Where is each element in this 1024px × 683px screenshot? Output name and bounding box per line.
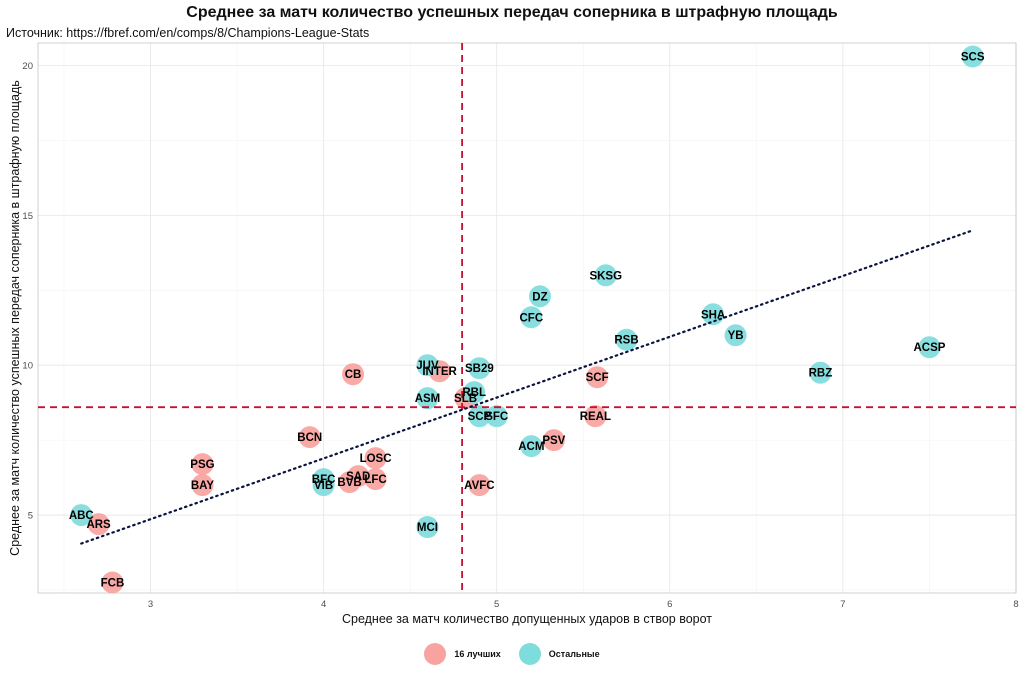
point-label-bcn: BCN xyxy=(297,432,322,444)
point-asm xyxy=(416,387,439,410)
legend-swatch-top16 xyxy=(424,643,447,665)
point-label-inter: INTER xyxy=(422,366,457,378)
point-rbz xyxy=(809,361,832,384)
point-label-bvb: BVB xyxy=(337,477,361,489)
y-tick-label: 15 xyxy=(22,211,33,222)
point-abc xyxy=(70,504,93,527)
y-tick-label: 10 xyxy=(22,361,33,372)
x-tick-label: 3 xyxy=(148,599,153,610)
point-juv xyxy=(416,354,439,377)
trend-line xyxy=(80,229,974,545)
point-acm xyxy=(520,435,543,458)
point-label-abc: ABC xyxy=(69,510,94,522)
point-psg xyxy=(191,453,214,476)
x-tick-label: 7 xyxy=(840,599,845,610)
legend-label-top16: 16 лучших xyxy=(454,649,501,659)
point-label-lfc: LFC xyxy=(364,474,386,486)
data-points xyxy=(70,45,984,594)
legend-item-others: Остальные xyxy=(518,643,600,665)
x-tick-label: 5 xyxy=(494,599,499,610)
legend-item-top16: 16 лучших xyxy=(424,643,501,665)
point-label-bfc: BFC xyxy=(312,474,336,486)
plot-border xyxy=(37,42,1017,594)
point-dz xyxy=(528,285,551,308)
point-label-losc: LOSC xyxy=(360,453,392,465)
y-tick-label: 5 xyxy=(28,511,33,522)
y-axis-label: Среднее за матч количество успешных пере… xyxy=(8,80,22,556)
axis-ticks: 3 4 5 6 7 8 5 10 15 20 xyxy=(22,61,1018,610)
point-label-sha: SHA xyxy=(701,309,725,321)
reference-lines xyxy=(38,43,1016,593)
point-bvb xyxy=(338,471,361,494)
point-label-psg: PSG xyxy=(190,459,214,471)
point-losc xyxy=(364,447,387,470)
point-vib xyxy=(312,474,335,497)
point-label-cb: CB xyxy=(345,369,362,381)
point-label-ars: ARS xyxy=(86,519,111,531)
point-label-dz: DZ xyxy=(532,291,547,303)
point-ars xyxy=(87,513,110,536)
legend: 16 лучших Остальные xyxy=(0,643,1024,665)
point-label-cfc: CFC xyxy=(520,312,544,324)
point-avfc xyxy=(468,474,491,497)
x-tick-label: 4 xyxy=(321,599,326,610)
grid xyxy=(38,43,1017,593)
point-scs xyxy=(961,45,984,68)
point-label-asm: ASM xyxy=(415,393,441,405)
x-axis-label: Среднее за матч количество допущенных уд… xyxy=(341,612,713,626)
point-label-rbl: RBL xyxy=(462,387,486,399)
point-scp xyxy=(468,405,491,428)
point-psv xyxy=(542,429,565,452)
point-label-sfc: SFC xyxy=(485,411,508,423)
point-label-bay: BAY xyxy=(191,480,215,492)
point-label-psv: PSV xyxy=(542,435,565,447)
point-sksg xyxy=(594,264,617,287)
point-sb29 xyxy=(468,357,491,380)
point-label-slb: SLB xyxy=(454,393,477,405)
point-label-fcb: FCB xyxy=(101,578,125,590)
point-bcn xyxy=(298,426,321,449)
point-label-sksg: SKSG xyxy=(589,270,622,282)
point-fcb xyxy=(101,571,124,594)
point-rbl xyxy=(463,381,486,404)
point-cfc xyxy=(520,306,543,329)
point-label-avfc: AVFC xyxy=(464,480,494,492)
point-bay xyxy=(191,474,214,497)
legend-swatch-others xyxy=(518,643,541,665)
point-label-acsp: ACSP xyxy=(913,342,945,354)
point-acsp xyxy=(918,336,941,359)
point-label-vib: VIB xyxy=(314,480,333,492)
point-label-yb: YB xyxy=(728,330,744,342)
point-cb xyxy=(342,363,365,386)
point-label-acm: ACM xyxy=(518,441,544,453)
point-lfc xyxy=(364,468,387,491)
x-tick-label: 8 xyxy=(1013,599,1018,610)
point-real xyxy=(584,405,607,428)
y-tick-label: 20 xyxy=(22,61,33,72)
point-yb xyxy=(724,324,747,347)
point-scf xyxy=(586,366,609,389)
x-tick-label: 6 xyxy=(667,599,672,610)
point-label-mci: MCI xyxy=(417,522,438,534)
point-sfc xyxy=(485,405,508,428)
point-mci xyxy=(416,516,439,539)
point-label-sad: SAD xyxy=(346,471,370,483)
point-label-sb29: SB29 xyxy=(465,363,494,375)
point-label-rbz: RBZ xyxy=(809,368,833,380)
point-label-scf: SCF xyxy=(586,372,609,384)
point-label-scs: SCS xyxy=(961,51,985,63)
point-rsb xyxy=(615,328,638,351)
point-label-juv: JUV xyxy=(416,360,439,372)
point-label-real: REAL xyxy=(580,411,611,423)
chart-subtitle: Источник: https://fbref.com/en/comps/8/C… xyxy=(6,26,370,40)
point-label-scp: SCP xyxy=(468,411,492,423)
point-label-rsb: RSB xyxy=(614,335,638,347)
legend-label-others: Остальные xyxy=(548,649,600,659)
chart-title: Среднее за матч количество успешных пере… xyxy=(186,4,838,21)
